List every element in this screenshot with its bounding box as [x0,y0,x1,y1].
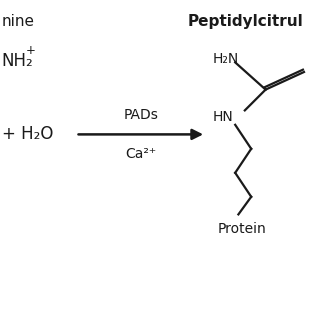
Text: nine: nine [2,14,35,29]
Text: +: + [26,44,36,57]
Text: Peptidylcitrul: Peptidylcitrul [187,14,303,29]
Text: + H₂O: + H₂O [2,125,53,143]
Text: HN: HN [213,110,234,124]
Text: NH₂: NH₂ [2,52,33,70]
Text: PADs: PADs [124,108,158,122]
Text: Protein: Protein [217,222,266,236]
Text: H₂N: H₂N [213,52,239,66]
Text: Ca²⁺: Ca²⁺ [125,147,156,161]
